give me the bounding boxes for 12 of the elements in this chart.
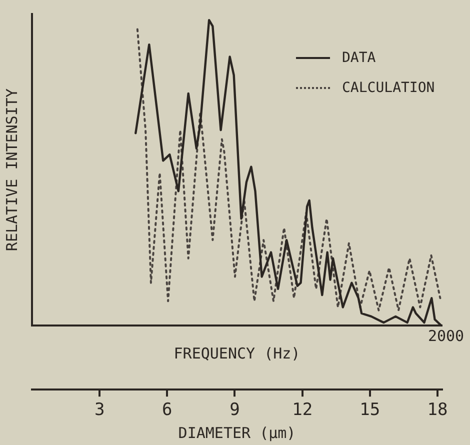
x-axis-title: DIAMETER (μm) [178,424,296,442]
legend-label: DATA [342,50,376,66]
x-tick-label: 3 [94,400,105,420]
x-tick-label: 18 [427,400,448,420]
legend-label: CALCULATION [342,80,435,96]
x-tick-label: 6 [162,400,172,420]
x2-axis-title: FREQUENCY (Hz) [174,344,300,362]
text: 2000 [428,326,464,345]
x-tick-label: 15 [360,400,380,420]
x-tick-label: 12 [292,400,313,420]
y-axis-title: RELATIVE INTENSITY [2,88,21,252]
x-tick-label: 9 [230,400,240,420]
